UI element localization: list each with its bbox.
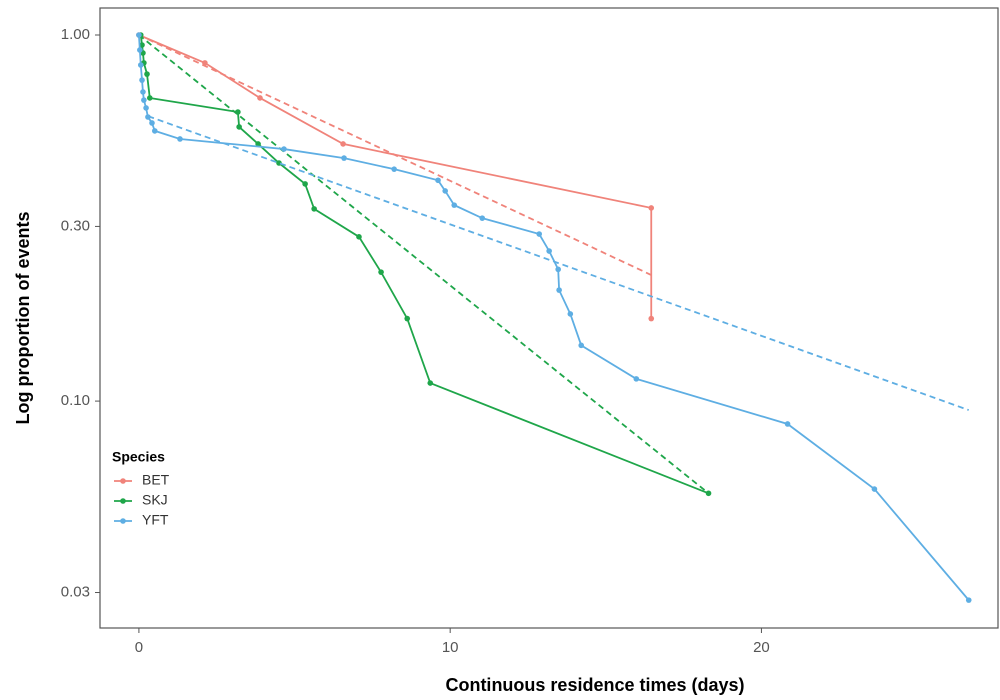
point [149, 120, 155, 126]
point [311, 206, 317, 212]
point [705, 490, 712, 497]
fit-line [138, 34, 710, 494]
point [136, 32, 142, 38]
point [784, 421, 791, 427]
point [556, 287, 562, 293]
x-tick-label: 20 [753, 639, 770, 656]
point [139, 42, 145, 48]
point [255, 141, 261, 147]
x-tick-label: 0 [135, 639, 143, 656]
point [144, 71, 150, 77]
point [442, 188, 448, 194]
point [404, 315, 411, 322]
point [633, 376, 640, 382]
point [137, 62, 144, 68]
y-tick-label: 0.03 [61, 583, 90, 600]
point [302, 181, 308, 187]
point [281, 146, 287, 152]
point [147, 95, 153, 101]
point [567, 311, 574, 317]
point [391, 166, 397, 172]
point [536, 231, 542, 237]
point [871, 486, 878, 492]
series-line [138, 34, 653, 319]
point [341, 155, 347, 161]
y-tick-label: 0.10 [61, 392, 90, 409]
point [578, 342, 585, 349]
point [236, 124, 242, 130]
point [139, 77, 145, 83]
legend-label: BET [142, 472, 170, 488]
legend-key-point [120, 498, 126, 504]
point [145, 114, 151, 120]
point [143, 105, 149, 111]
point [451, 202, 458, 208]
point [435, 177, 441, 184]
y-tick-label: 0.30 [61, 217, 90, 234]
point [177, 136, 183, 142]
legend-key-point [120, 518, 126, 524]
point [356, 234, 362, 240]
point [257, 95, 263, 101]
point [555, 266, 561, 273]
x-axis-title: Continuous residence times (days) [445, 675, 744, 695]
point [141, 97, 147, 103]
point [427, 380, 434, 386]
point [965, 597, 972, 603]
point [546, 248, 552, 254]
point [648, 205, 655, 211]
legend-label: YFT [142, 512, 169, 528]
point [202, 60, 208, 66]
series-line [138, 34, 970, 601]
point [340, 141, 346, 147]
y-axis-title: Log proportion of events [13, 212, 33, 425]
point [140, 89, 146, 95]
point [235, 109, 241, 115]
point [151, 128, 158, 134]
legend-title: Species [112, 449, 165, 465]
panel-border [99, 7, 999, 629]
legend-key-point [120, 478, 126, 484]
point [137, 47, 143, 53]
x-tick-label: 10 [442, 639, 459, 656]
fit-line [147, 115, 970, 411]
point [479, 215, 486, 221]
point [648, 315, 655, 322]
y-tick-label: 1.00 [61, 26, 90, 43]
legend-label: SKJ [142, 492, 168, 508]
point [378, 269, 384, 275]
